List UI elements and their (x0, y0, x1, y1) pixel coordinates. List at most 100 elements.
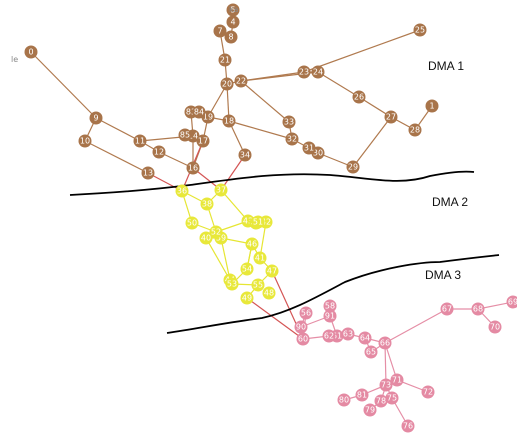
node-65: 65 (364, 345, 378, 359)
node-label-14: 14 (188, 132, 198, 141)
node-circle-58 (323, 299, 337, 313)
pipe-22-33 (240, 80, 290, 123)
node-7: 7 (213, 24, 227, 38)
node-label-51: 51 (253, 218, 263, 227)
node-circle-33 (282, 115, 296, 129)
node-circle-63 (341, 327, 355, 341)
node-34: 34 (238, 148, 252, 162)
node-label-64: 64 (360, 334, 370, 343)
node-circle-10 (78, 134, 92, 148)
left-partial-label: le (11, 55, 18, 64)
node-circle-71 (390, 373, 404, 387)
node-label-34: 34 (240, 151, 250, 160)
node-label-21: 21 (220, 56, 230, 65)
node-circle-25 (413, 23, 427, 37)
node-38: 38 (200, 197, 214, 211)
node-24: 24 (311, 65, 325, 79)
node-79: 79 (363, 403, 377, 417)
boundary-dma1-dma2 (69, 170, 475, 196)
node-label-72: 72 (423, 388, 433, 397)
node-48: 48 (262, 286, 276, 300)
node-circle-40 (199, 231, 213, 245)
node-label-43: 43 (243, 217, 253, 226)
pipe-18-32 (228, 120, 293, 140)
node-label-38: 38 (202, 200, 212, 209)
node-circle-55 (251, 278, 265, 292)
pipe-0-9 (30, 51, 97, 119)
node-label-83: 83 (186, 108, 196, 117)
node-71: 71 (390, 373, 404, 387)
node-circle-13 (141, 166, 155, 180)
node-label-46: 46 (247, 240, 257, 249)
node-circle-26 (352, 90, 366, 104)
zone-label-dma2: DMA 2 (432, 195, 468, 209)
node-circle-50 (185, 216, 199, 230)
node-circle-29 (346, 160, 360, 174)
node-51: 51 (251, 215, 265, 229)
node-circle-21 (218, 53, 232, 67)
node-label-7: 7 (217, 27, 222, 36)
node-76: 76 (401, 419, 415, 433)
node-label-54: 54 (242, 265, 252, 274)
node-13: 13 (141, 166, 155, 180)
node-circle-5 (226, 3, 240, 17)
node-circle-32 (285, 132, 299, 146)
node-circle-49 (240, 291, 254, 305)
node-69: 69 (506, 295, 517, 309)
node-67: 67 (440, 302, 454, 316)
node-label-8: 8 (228, 33, 233, 42)
node-5: 5 (226, 3, 240, 17)
node-47: 47 (265, 264, 279, 278)
node-label-58: 58 (325, 302, 335, 311)
node-label-28: 28 (410, 126, 420, 135)
node-36: 36 (175, 184, 189, 198)
node-label-19: 19 (203, 113, 213, 122)
node-11: 11 (133, 134, 147, 148)
node-22: 22 (234, 74, 248, 88)
node-label-10: 10 (80, 137, 90, 146)
node-circle-70 (488, 320, 502, 334)
zone-label-dma1: DMA 1 (428, 59, 464, 73)
pipe-9-11 (95, 117, 141, 142)
node-circle-37 (214, 183, 228, 197)
node-label-71: 71 (392, 376, 402, 385)
node-32: 32 (285, 132, 299, 146)
node-40: 40 (199, 231, 213, 245)
pipe-66-73 (384, 342, 387, 386)
node-37: 37 (214, 183, 228, 197)
node-circle-41 (253, 251, 267, 265)
node-28: 28 (408, 123, 422, 137)
node-label-76: 76 (403, 422, 413, 431)
node-49: 49 (240, 291, 254, 305)
node-26: 26 (352, 90, 366, 104)
node-46: 46 (245, 237, 259, 251)
node-circle-1 (425, 99, 439, 113)
node-circle-66 (378, 336, 392, 350)
node-90: 90 (294, 320, 308, 334)
node-circle-72 (421, 385, 435, 399)
node-circle-56 (299, 306, 313, 320)
node-label-67: 67 (442, 305, 452, 314)
node-label-48: 48 (264, 289, 274, 298)
node-label-84: 84 (194, 108, 204, 117)
node-circle-90 (294, 320, 308, 334)
node-label-70: 70 (490, 323, 500, 332)
node-circle-81 (355, 388, 369, 402)
node-circle-76 (401, 419, 415, 433)
node-label-36: 36 (177, 187, 187, 196)
node-circle-62 (322, 329, 336, 343)
node-label-85: 85 (180, 131, 190, 140)
pipe-23-25 (303, 29, 421, 73)
node-55: 55 (251, 278, 265, 292)
node-label-18: 18 (224, 117, 234, 126)
node-72: 72 (421, 385, 435, 399)
node-20: 20 (220, 77, 234, 91)
node-circle-75 (385, 391, 399, 405)
node-label-68: 68 (473, 305, 483, 314)
node-label-90: 90 (296, 323, 306, 332)
boundary-dma2-dma3 (166, 254, 500, 334)
node-label-32: 32 (287, 135, 297, 144)
node-label-66: 66 (380, 339, 390, 348)
node-label-91: 91 (325, 312, 335, 321)
node-circle-52 (209, 225, 223, 239)
